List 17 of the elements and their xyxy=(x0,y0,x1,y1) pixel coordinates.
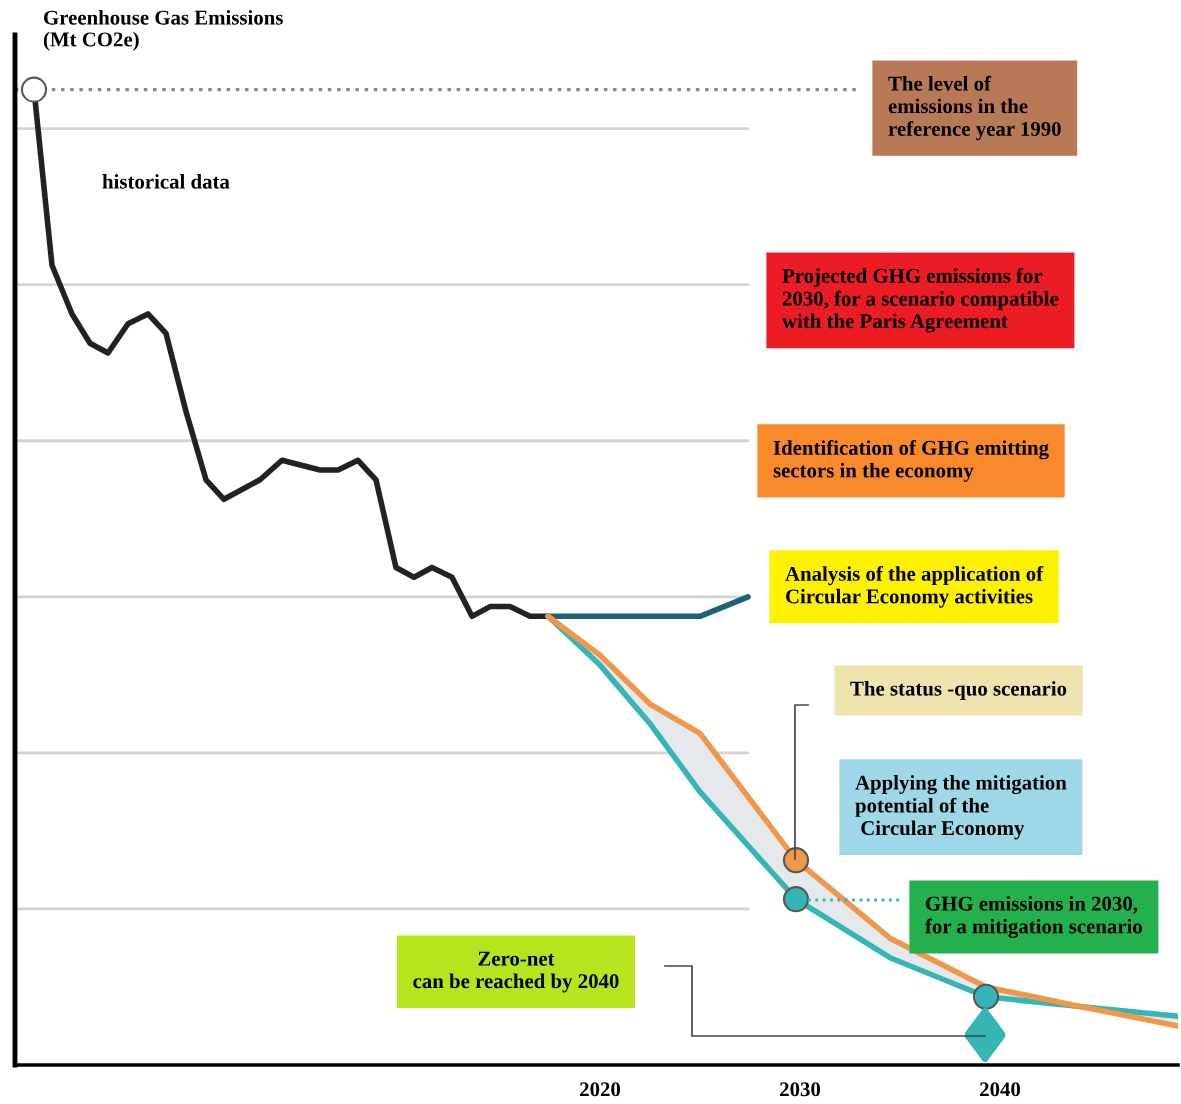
x-tick-label: 2030 xyxy=(780,1082,821,1097)
x-tick-label: 2040 xyxy=(980,1082,1021,1097)
point xyxy=(782,886,810,913)
point xyxy=(972,983,1000,1010)
annotation: Identification of GHG emitting sectors in the economy xyxy=(773,440,1049,482)
annotation: GHG emissions in 2030, for a mitigation scenario xyxy=(925,896,1142,938)
annotation: Applying the mitigation potential of the Circular Economy xyxy=(855,775,1067,840)
point xyxy=(782,847,810,874)
point xyxy=(20,76,48,103)
annotation: Projected GHG emissions for 2030, for a scenario compatible with the Paris Agreement xyxy=(782,268,1059,333)
y-axis-title: Greenhouse Gas Emissions (Mt CO2e) xyxy=(43,10,283,51)
annotation: The level of emissions in the reference year 1990 xyxy=(888,75,1061,141)
annotation: The status -quo scenario xyxy=(850,681,1067,700)
annotation: Analysis of the application of Circular Economy activities xyxy=(785,566,1044,608)
annotation: historical data xyxy=(102,174,230,189)
annotation: Zero-net can be reached by 2040 xyxy=(413,951,619,993)
x-tick-label: 2020 xyxy=(580,1082,621,1097)
